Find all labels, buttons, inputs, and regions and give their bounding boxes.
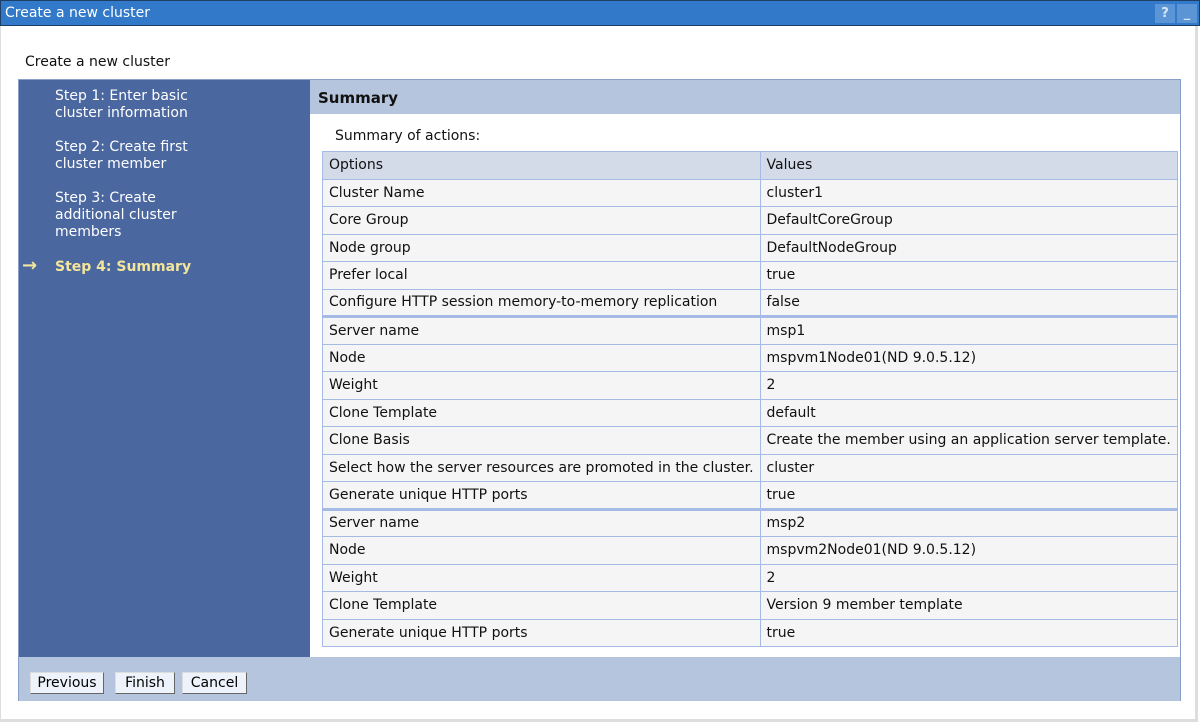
- header-values: Values: [759, 151, 1178, 180]
- table-row: Node mspvm2Node01(ND 9.0.5.12): [322, 536, 1178, 565]
- table-row: Node group DefaultNodeGroup: [322, 233, 1178, 262]
- table-row: Server name msp2: [322, 507, 1178, 537]
- option-cell: Node: [322, 343, 761, 372]
- table-row: Weight 2: [322, 371, 1178, 400]
- value-cell: 2: [759, 371, 1178, 400]
- window-frame: [0, 26, 1198, 722]
- step-4-current: Step 4: Summary: [55, 259, 192, 275]
- value-cell: mspvm1Node01(ND 9.0.5.12): [759, 343, 1178, 372]
- option-cell: Core Group: [322, 206, 761, 235]
- button-bar: Previous Finish Cancel: [19, 657, 1180, 701]
- window-title-bar: Create a new cluster ? _: [0, 0, 1200, 26]
- table-row: Cluster Name cluster1: [322, 178, 1178, 207]
- value-cell: mspvm2Node01(ND 9.0.5.12): [759, 536, 1178, 565]
- table-row: Configure HTTP session memory-to-memory …: [322, 288, 1178, 317]
- option-cell: Weight: [322, 371, 761, 400]
- step-1: Step 1: Enter basic cluster information: [55, 88, 188, 121]
- summary-subtitle: Summary of actions:: [335, 128, 481, 144]
- value-cell: true: [759, 481, 1178, 510]
- summary-table: Options Values Cluster Name cluster1 Core …: [322, 151, 1178, 647]
- current-step-arrow-icon: →: [22, 255, 38, 276]
- table-row: Clone Template Version 9 member template: [322, 591, 1178, 620]
- option-cell: Generate unique HTTP ports: [322, 481, 761, 510]
- value-cell: cluster1: [759, 178, 1178, 207]
- wizard: Step 1: Enter basic cluster information …: [18, 79, 1181, 701]
- value-cell: DefaultCoreGroup: [759, 206, 1178, 235]
- wizard-steps-sidebar: Step 1: Enter basic cluster information …: [19, 80, 310, 657]
- table-row: Generate unique HTTP ports true: [322, 618, 1178, 647]
- option-cell: Cluster Name: [322, 178, 761, 207]
- cancel-button[interactable]: Cancel: [182, 672, 247, 694]
- step-2: Step 2: Create first cluster member: [55, 139, 188, 172]
- value-cell: Version 9 member template: [759, 591, 1178, 620]
- value-cell: default: [759, 398, 1178, 427]
- table-row: Core Group DefaultCoreGroup: [322, 206, 1178, 235]
- option-cell: Clone Basis: [322, 426, 761, 455]
- previous-button[interactable]: Previous: [30, 672, 104, 694]
- option-cell: Generate unique HTTP ports: [322, 618, 761, 647]
- option-cell: Prefer local: [322, 261, 761, 290]
- value-cell: Create the member using an application s…: [759, 426, 1178, 455]
- option-cell: Server name: [322, 315, 761, 345]
- window-title: Create a new cluster: [5, 5, 150, 21]
- option-cell: Clone Template: [322, 398, 761, 427]
- help-icon[interactable]: ?: [1155, 4, 1175, 23]
- option-cell: Configure HTTP session memory-to-memory …: [322, 288, 761, 317]
- value-cell: true: [759, 618, 1178, 647]
- table-row: Prefer local true: [322, 261, 1178, 290]
- step-3: Step 3: Create additional cluster member…: [55, 190, 177, 240]
- minimize-icon[interactable]: _: [1177, 4, 1197, 23]
- header-options: Options: [322, 151, 761, 180]
- option-cell: Clone Template: [322, 591, 761, 620]
- value-cell: msp2: [759, 507, 1178, 537]
- value-cell: true: [759, 261, 1178, 290]
- table-header: Options Values: [322, 151, 1178, 180]
- finish-button[interactable]: Finish: [115, 672, 175, 694]
- page-title: Create a new cluster: [25, 54, 170, 70]
- table-row: Clone Basis Create the member using an ap…: [322, 426, 1178, 455]
- summary-title: Summary: [310, 80, 1180, 114]
- option-cell: Select how the server resources are prom…: [322, 453, 761, 482]
- table-row: Weight 2: [322, 563, 1178, 592]
- table-row: Clone Template default: [322, 398, 1178, 427]
- table-row: Generate unique HTTP ports true: [322, 481, 1178, 510]
- table-row: Select how the server resources are prom…: [322, 453, 1178, 482]
- option-cell: Node: [322, 536, 761, 565]
- option-cell: Server name: [322, 507, 761, 537]
- value-cell: DefaultNodeGroup: [759, 233, 1178, 262]
- option-cell: Node group: [322, 233, 761, 262]
- value-cell: msp1: [759, 315, 1178, 345]
- option-cell: Weight: [322, 563, 761, 592]
- table-row: Server name msp1: [322, 315, 1178, 345]
- value-cell: 2: [759, 563, 1178, 592]
- summary-panel: Summary Summary of actions: Options Valu…: [310, 80, 1180, 657]
- value-cell: false: [759, 288, 1178, 317]
- table-row: Node mspvm1Node01(ND 9.0.5.12): [322, 343, 1178, 372]
- value-cell: cluster: [759, 453, 1178, 482]
